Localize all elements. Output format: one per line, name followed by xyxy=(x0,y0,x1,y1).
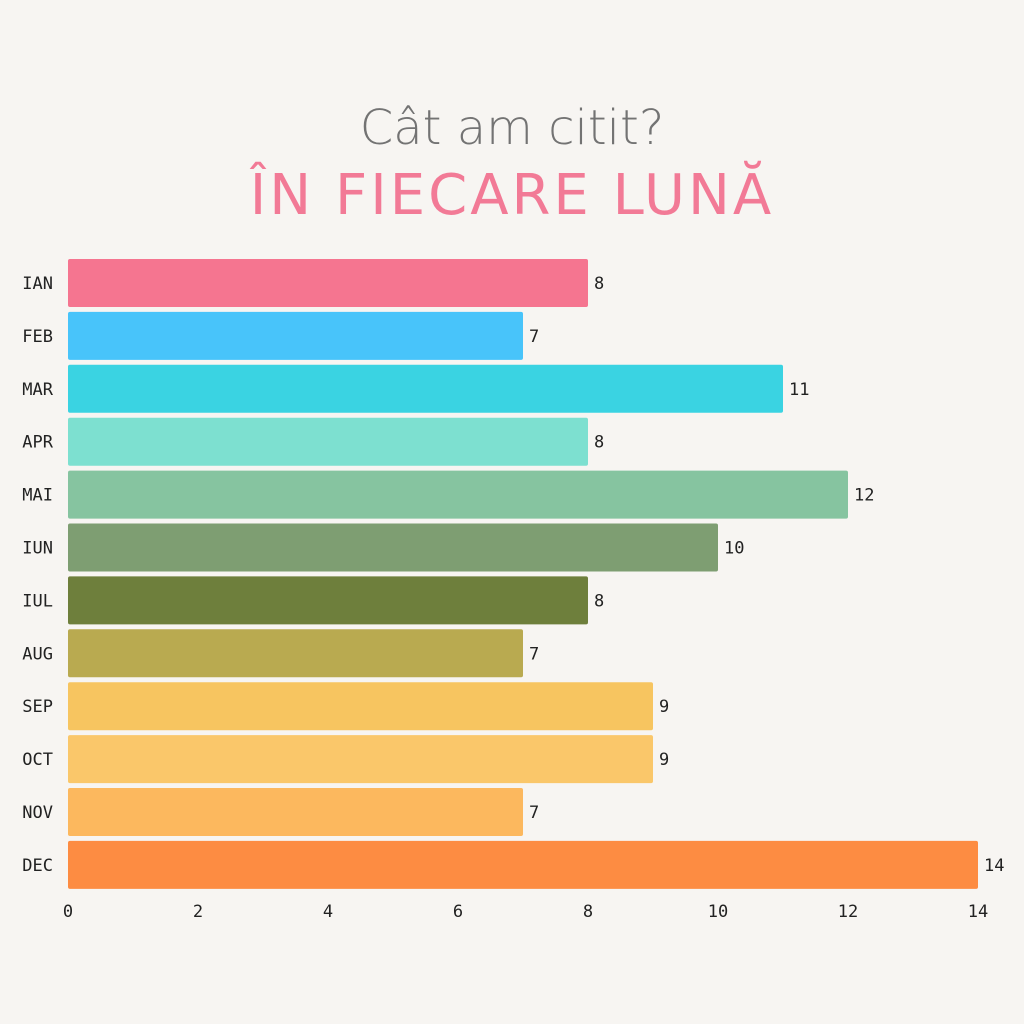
category-label: MAR xyxy=(22,380,53,400)
x-tick-label: 4 xyxy=(323,902,333,922)
bar-oct xyxy=(68,735,653,784)
data-label: 12 xyxy=(854,486,874,506)
data-label: 8 xyxy=(594,274,604,294)
category-label: IUN xyxy=(22,539,53,559)
data-label: 9 xyxy=(659,750,669,770)
category-label: NOV xyxy=(22,803,53,823)
data-label: 8 xyxy=(594,433,604,453)
data-label: 9 xyxy=(659,697,669,717)
category-label: DEC xyxy=(22,856,53,876)
data-label: 7 xyxy=(529,644,539,664)
category-label: APR xyxy=(22,433,53,453)
bar-nov xyxy=(68,788,523,836)
data-label: 14 xyxy=(984,856,1004,876)
chart-title: Cât am citit? xyxy=(359,100,665,156)
category-label: AUG xyxy=(22,644,53,664)
bar-iun xyxy=(68,523,718,572)
x-tick-label: 2 xyxy=(193,902,203,922)
category-label: MAI xyxy=(22,486,53,506)
data-label: 7 xyxy=(529,803,539,823)
category-label: OCT xyxy=(22,750,53,770)
data-label: 10 xyxy=(724,539,744,559)
bar-mar xyxy=(68,364,783,413)
bar-dec xyxy=(68,840,978,889)
data-label: 11 xyxy=(789,380,809,400)
x-tick-label: 8 xyxy=(583,902,593,922)
data-label: 7 xyxy=(529,327,539,347)
bar-aug xyxy=(68,629,523,678)
bar-iul xyxy=(68,576,588,625)
chart-subtitle: ÎN FIECARE LUNĂ xyxy=(249,163,775,228)
category-label: IAN xyxy=(22,274,53,294)
x-tick-label: 0 xyxy=(63,902,73,922)
category-label: IUL xyxy=(22,591,53,611)
category-label: FEB xyxy=(22,327,53,347)
bar-sep xyxy=(68,682,653,731)
x-tick-label: 12 xyxy=(838,902,858,922)
bar-ian xyxy=(68,259,588,307)
data-label: 8 xyxy=(594,591,604,611)
x-tick-label: 14 xyxy=(968,902,988,922)
category-label: SEP xyxy=(22,697,53,717)
bar-apr xyxy=(68,417,588,466)
x-tick-label: 6 xyxy=(453,902,463,922)
x-tick-label: 10 xyxy=(708,902,728,922)
bar-feb xyxy=(68,311,523,360)
bar-mai xyxy=(68,470,848,519)
